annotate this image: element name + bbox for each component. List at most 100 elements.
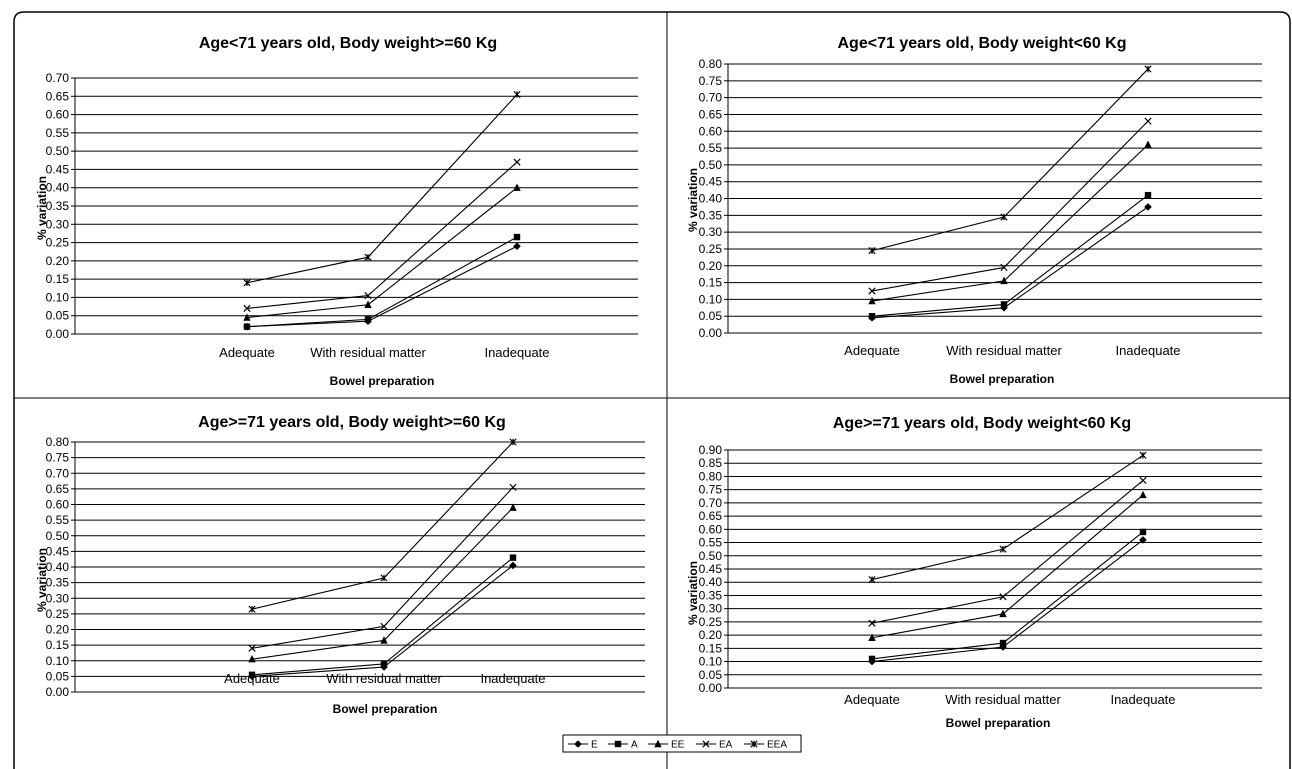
chart-title: Age>=71 years old, Body weight>=60 Kg: [198, 414, 506, 431]
y-tick-label: 0.50: [699, 549, 723, 563]
x-axis-label: Bowel preparation: [330, 374, 435, 388]
y-tick-label: 0.10: [46, 654, 70, 668]
series-line: [246, 245, 518, 328]
legend-label: A: [631, 740, 638, 751]
y-tick-label: 0.15: [699, 641, 723, 655]
y-tick-label: 0.65: [46, 89, 70, 103]
data-point-square: [1144, 191, 1152, 199]
y-tick-label: 0.20: [46, 623, 70, 637]
x-category-label: With residual matter: [946, 343, 1062, 358]
plot-area: 0.00 0.05 0.10 0.15 0.20 0.25 0.30 0.35 0.40 0.45…: [46, 71, 638, 360]
legend-label: E: [591, 740, 598, 751]
series-line: [246, 94, 518, 284]
data-point-star: [509, 438, 517, 446]
legend-item-A: A: [608, 740, 638, 751]
y-axis-label: % variation: [35, 176, 49, 240]
data-point-x: [248, 644, 256, 652]
legend-label: EE: [671, 740, 685, 751]
data-point-star: [513, 90, 521, 99]
y-tick-label: 0.15: [46, 272, 70, 286]
y-tick-label: 0.50: [46, 144, 70, 158]
y-tick-label: 0.30: [46, 217, 70, 231]
data-point-x: [702, 740, 710, 748]
data-point-star: [750, 740, 758, 748]
data-point-diamond: [509, 561, 517, 570]
series-line: [871, 194, 1149, 317]
y-tick-label: 0.45: [699, 175, 723, 189]
series-line: [246, 161, 518, 309]
y-axis-label: % variation: [686, 168, 700, 232]
y-tick-label: 0.85: [699, 456, 723, 470]
data-point-x: [380, 622, 388, 630]
data-point-square: [1000, 301, 1008, 308]
y-tick-label: 0.25: [46, 607, 70, 621]
series-line: [251, 441, 514, 610]
data-point-star: [243, 279, 251, 287]
y-tick-label: 0.65: [699, 107, 723, 121]
y-tick-label: 0.80: [46, 435, 70, 449]
series-EEA: [868, 65, 1152, 255]
data-point-square: [248, 671, 256, 679]
data-point-square: [1139, 528, 1147, 536]
data-point-square: [243, 323, 251, 330]
chart-panel-bottom-left: Age>=71 years old, Body weight>=60 Kg % …: [35, 414, 645, 716]
series-EA: [248, 483, 517, 652]
y-tick-label: 0.35: [699, 208, 723, 222]
series-E: [868, 203, 1152, 322]
data-point-x: [1000, 263, 1008, 272]
y-tick-label: 0.90: [699, 443, 723, 457]
y-tick-label: 0.40: [699, 192, 723, 206]
y-tick-label: 0.05: [699, 309, 723, 323]
data-point-star: [868, 246, 876, 255]
legend-item-EEA: EEA: [744, 740, 787, 751]
series-EE: [868, 140, 1152, 305]
data-point-triangle: [364, 300, 372, 308]
legend-box: [562, 734, 802, 753]
chart-panel-top-left: Age<71 years old, Body weight>=60 Kg % v…: [35, 35, 638, 388]
y-tick-label: 0.05: [46, 309, 70, 323]
y-tick-label: 0.30: [46, 591, 70, 605]
x-category-label: With residual matter: [310, 345, 426, 360]
data-point-star: [1139, 451, 1147, 459]
y-tick-label: 0.40: [699, 575, 723, 589]
y-tick-label: 0.70: [46, 71, 70, 85]
y-axis-label: % variation: [35, 548, 49, 612]
series-EA: [868, 117, 1152, 295]
data-point-square: [868, 655, 876, 663]
y-tick-label: 0.55: [699, 536, 723, 550]
y-tick-label: 0.30: [699, 225, 723, 239]
legend-label: EA: [719, 740, 733, 751]
chart-panel-top-right: Age<71 years old, Body weight<60 Kg % va…: [686, 35, 1262, 386]
data-point-triangle: [1000, 276, 1008, 285]
legend-items: E A EE EA EEA: [568, 740, 787, 751]
data-point-diamond: [1144, 203, 1152, 211]
y-tick-label: 0.40: [46, 560, 70, 574]
series-E: [243, 242, 521, 331]
legend-item-EA: EA: [696, 740, 733, 751]
x-category-label: Inadequate: [484, 345, 549, 360]
y-tick-label: 0.70: [46, 466, 70, 480]
y-tick-label: 0.35: [46, 199, 70, 213]
data-point-star: [999, 545, 1007, 553]
series-line: [871, 144, 1149, 302]
chart-title: Age>=71 years old, Body weight<60 Kg: [833, 415, 1131, 432]
chart-title: Age<71 years old, Body weight<60 Kg: [838, 35, 1127, 52]
data-point-square: [509, 554, 517, 561]
data-point-triangle: [1144, 140, 1152, 148]
legend-item-E: E: [568, 740, 598, 751]
y-tick-label: 0.75: [699, 74, 723, 88]
y-tick-label: 0.20: [699, 628, 723, 642]
y-tick-label: 0.00: [46, 327, 70, 341]
series-line: [871, 454, 1144, 581]
data-point-x: [513, 158, 521, 166]
y-tick-label: 0.00: [699, 326, 723, 340]
data-point-star: [1000, 213, 1008, 221]
y-tick-label: 0.75: [699, 483, 723, 497]
data-point-x: [868, 287, 876, 295]
data-point-triangle: [868, 633, 876, 641]
y-tick-label: 0.20: [699, 259, 723, 273]
data-point-triangle: [243, 313, 251, 321]
y-tick-label: 0.55: [46, 126, 70, 140]
series-A: [243, 233, 521, 330]
y-tick-label: 0.45: [46, 544, 70, 558]
